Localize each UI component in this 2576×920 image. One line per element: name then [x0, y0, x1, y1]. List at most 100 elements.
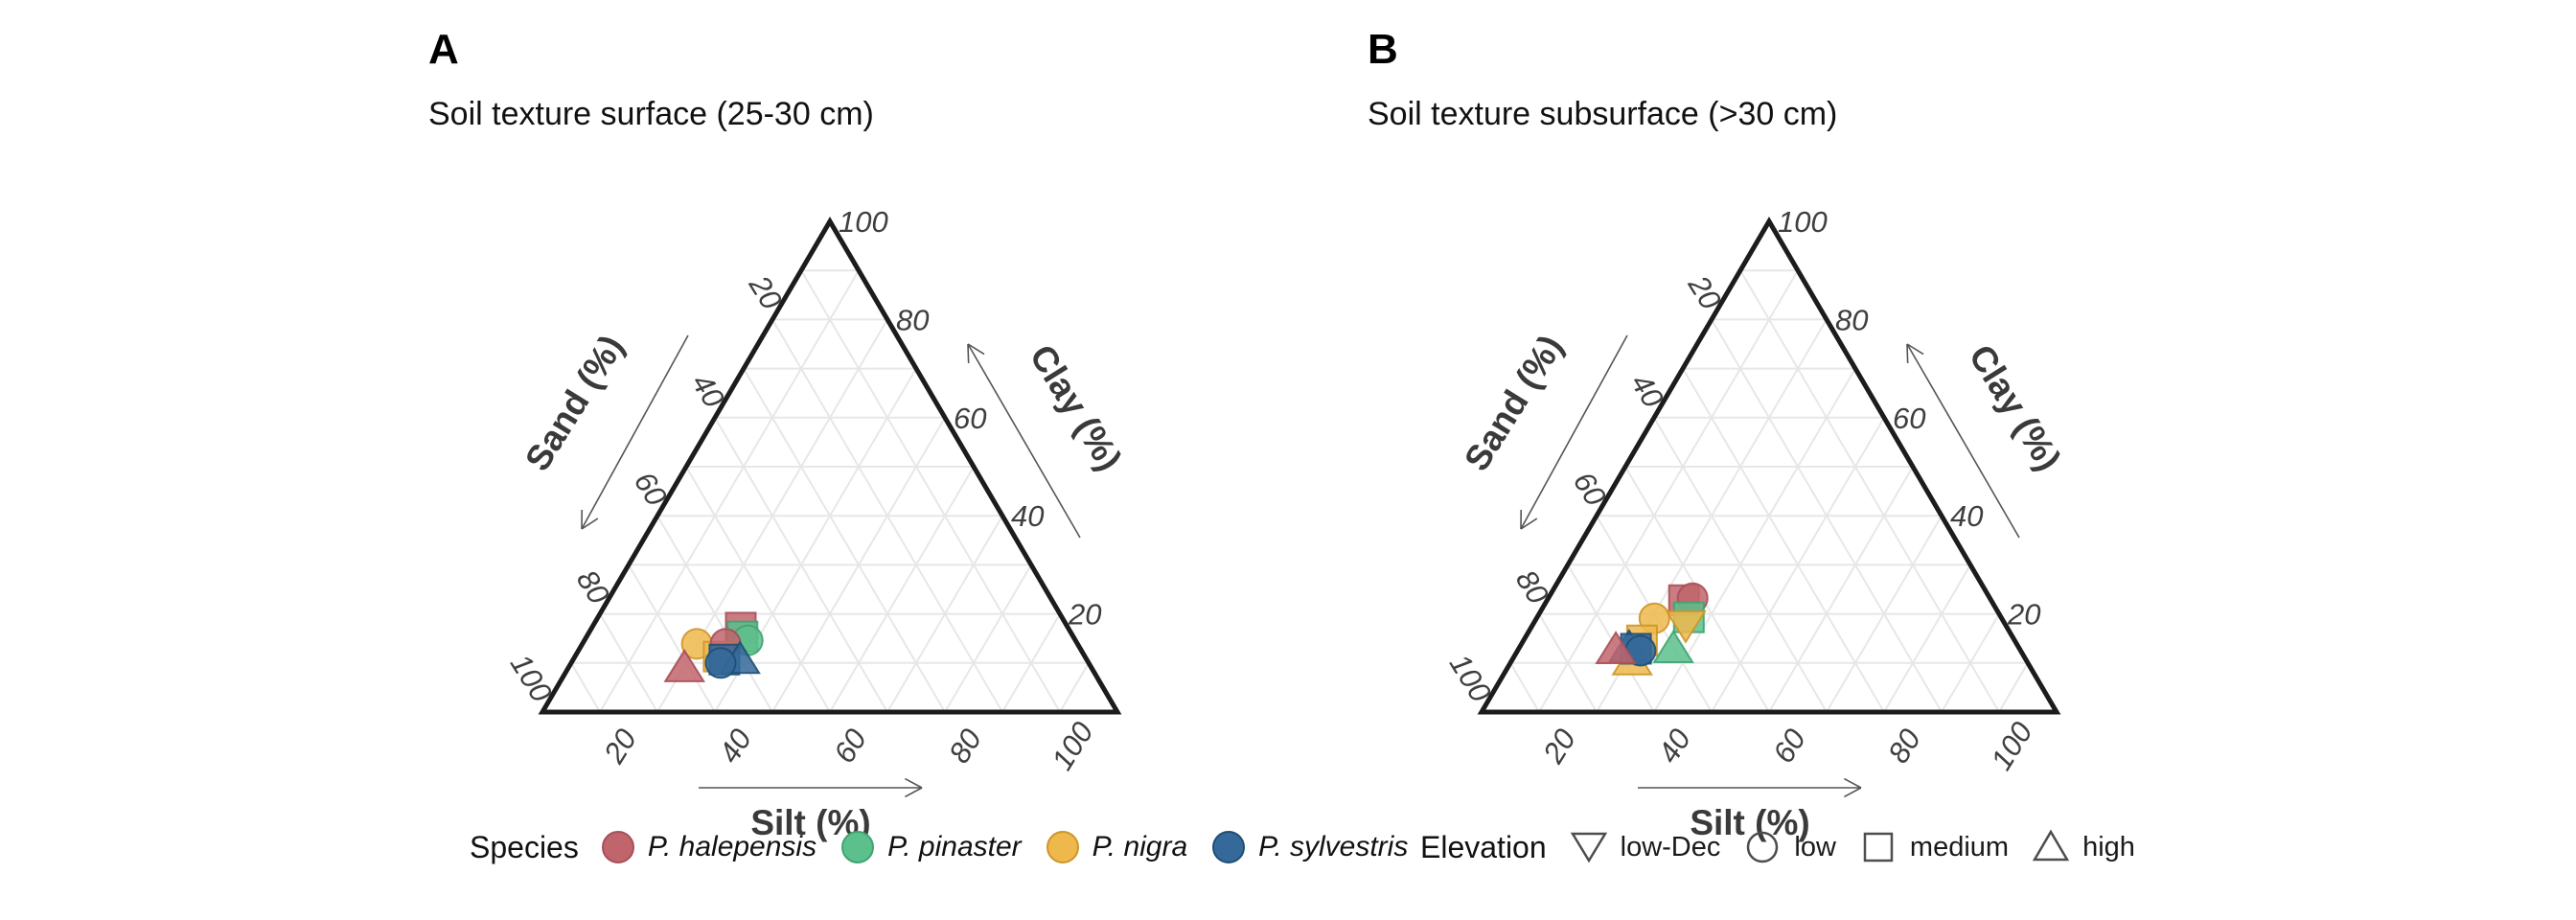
- clay-tick-label: 40: [1011, 499, 1044, 533]
- silt-axis-arrow-head: [1843, 777, 1862, 789]
- species-legend-title: Species: [470, 829, 579, 864]
- grid-sand: [1538, 613, 1598, 713]
- silt-tick-label: 80: [942, 724, 988, 770]
- grid-sand: [1567, 564, 1655, 713]
- clay-tick-label: 20: [2007, 598, 2040, 632]
- clay-axis-arrow-head: [967, 343, 985, 356]
- sand-axis-title: Sand (%): [518, 328, 632, 477]
- data-point: [1595, 631, 1637, 664]
- elevation-legend-item: medium: [1859, 828, 2009, 866]
- silt-tick-label: 20: [1536, 724, 1582, 770]
- sand-axis-arrow-head: [581, 518, 599, 530]
- silt-tick-label: 20: [597, 724, 643, 770]
- data-point: [663, 649, 706, 682]
- species-legend-item: P. pinaster: [841, 831, 1022, 863]
- data-point: [1652, 630, 1694, 663]
- elevation-legend-items: low-Dec low medium high: [1570, 828, 2158, 866]
- silt-tick-label: 40: [1651, 724, 1697, 770]
- circle-icon: [1743, 828, 1782, 866]
- clay-tick-label: 60: [954, 402, 986, 435]
- species-swatch-icon: [841, 831, 875, 863]
- elevation-legend-label: low: [1794, 831, 1836, 862]
- grid-silt: [1941, 613, 2000, 713]
- species-legend-label: P. sylvestris: [1258, 831, 1409, 862]
- panel-a-label: A: [428, 26, 459, 73]
- species-legend-item: P. nigra: [1046, 831, 1188, 863]
- silt-tick-label: 80: [1881, 724, 1927, 770]
- grid-silt: [1059, 662, 1090, 713]
- elevation-legend-item: high: [2032, 828, 2135, 866]
- grid-sand: [628, 564, 716, 713]
- elevation-legend-label: high: [2082, 831, 2135, 862]
- grid-silt: [1768, 466, 1914, 713]
- silt-tick-label: 60: [827, 724, 873, 770]
- grid-silt: [599, 269, 860, 713]
- silt-axis-arrow-head: [904, 777, 923, 789]
- triangle-down-icon: [1570, 828, 1608, 866]
- sand-axis-arrow: [1520, 334, 1628, 530]
- grid-sand: [656, 515, 773, 713]
- clay-tick-label: 40: [1950, 499, 1983, 533]
- clay-axis-title: Clay (%): [1962, 338, 2069, 478]
- grid-sand: [1509, 662, 1540, 713]
- species-legend-item: P. halepensis: [601, 831, 817, 863]
- sand-axis-arrow: [581, 334, 689, 530]
- silt-axis-arrow-head: [904, 787, 923, 798]
- clay-tick-label: 100: [1778, 205, 1828, 239]
- triangle-border: [538, 217, 1122, 715]
- grid-sand: [1739, 269, 2000, 713]
- grid-silt: [944, 564, 1032, 713]
- grid-silt: [1001, 613, 1061, 713]
- clay-tick-label: 80: [1835, 303, 1868, 336]
- silt-tick-label: 100: [1046, 716, 1100, 775]
- species-legend-items: P. halepensis P. pinaster P. nigra P. sylve…: [601, 831, 1433, 863]
- panel-b-label: B: [1368, 26, 1398, 73]
- triangle-up-icon: [2032, 828, 2070, 866]
- triangle-border: [1477, 217, 2061, 715]
- clay-tick-label: 20: [1068, 598, 1101, 632]
- square-icon: [1859, 828, 1898, 866]
- species-legend-label: P. halepensis: [647, 831, 817, 862]
- sand-axis-arrow-head: [1520, 518, 1538, 530]
- grid-silt: [1538, 269, 1799, 713]
- clay-tick-label: 60: [1893, 402, 1925, 435]
- grid-silt: [1883, 564, 1971, 713]
- clay-axis-arrow-head: [1906, 343, 1924, 356]
- silt-tick-label: 60: [1766, 724, 1812, 770]
- silt-tick-label: 40: [712, 724, 758, 770]
- silt-tick-label: 100: [1985, 716, 2039, 775]
- elevation-legend-label: medium: [1909, 831, 2010, 862]
- clay-tick-label: 100: [839, 205, 888, 239]
- clay-tick-label: 80: [896, 303, 929, 336]
- grid-sand: [800, 269, 1061, 713]
- species-swatch-icon: [1046, 831, 1079, 863]
- grid-silt: [886, 515, 1003, 713]
- species-legend-item: P. sylvestris: [1212, 831, 1408, 863]
- clay-axis-arrow: [1906, 343, 2020, 539]
- grid-sand: [685, 466, 831, 713]
- species-swatch-icon: [601, 831, 634, 863]
- panel-b-subtitle: Soil texture subsurface (>30 cm): [1368, 96, 1838, 132]
- grid-sand: [1682, 368, 1885, 713]
- grid-silt: [1826, 515, 1943, 713]
- grid-sand: [743, 368, 946, 713]
- elevation-legend-item: low-Dec: [1570, 828, 1721, 866]
- species-legend-label: P. nigra: [1092, 831, 1188, 862]
- clay-axis-arrow: [967, 343, 1081, 539]
- silt-axis-arrow-head: [1843, 787, 1862, 798]
- grid-sand: [599, 613, 658, 713]
- data-point: [704, 647, 737, 679]
- elevation-legend-label: low-Dec: [1620, 831, 1721, 862]
- grid-silt: [1998, 662, 2029, 713]
- elevation-legend-title: Elevation: [1420, 829, 1547, 864]
- panel-a-subtitle: Soil texture surface (25-30 cm): [428, 96, 874, 132]
- grid-sand: [570, 662, 601, 713]
- sand-axis-title: Sand (%): [1457, 328, 1571, 477]
- species-swatch-icon: [1212, 831, 1246, 863]
- elevation-legend-item: low: [1743, 828, 1836, 866]
- species-legend: Species P. halepensis P. pinaster P. nigra…: [470, 822, 1433, 872]
- species-legend-label: P. pinaster: [887, 831, 1022, 862]
- clay-axis-title: Clay (%): [1023, 338, 1130, 478]
- data-point: [1665, 610, 1707, 644]
